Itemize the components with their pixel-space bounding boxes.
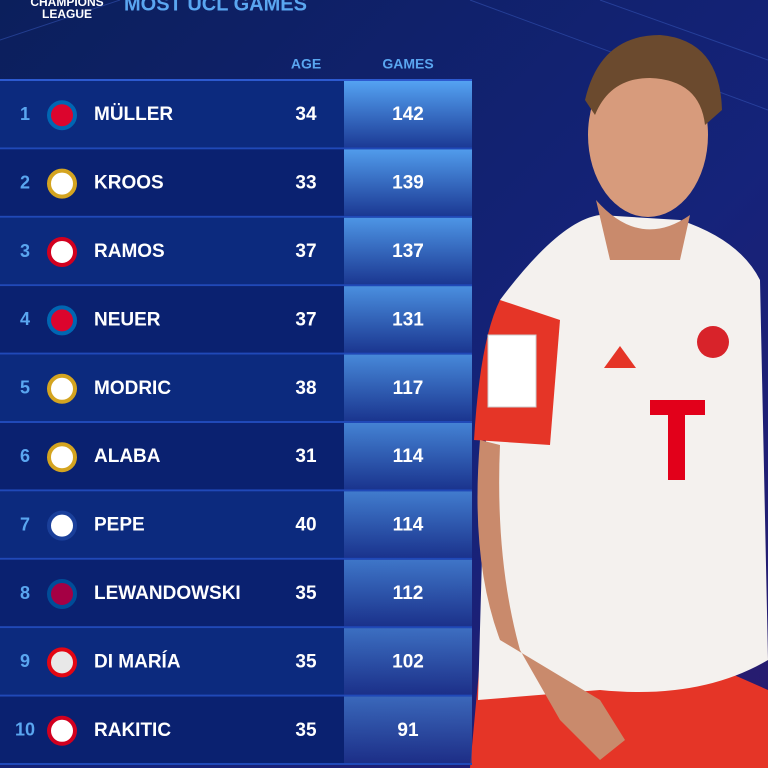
rank: 1 [20, 104, 30, 124]
rank: 7 [20, 514, 30, 534]
games: 91 [397, 720, 419, 741]
player-photo [470, 35, 768, 768]
row-divider [0, 147, 472, 150]
games: 117 [393, 378, 424, 399]
player-name: PEPE [94, 515, 145, 536]
head [588, 53, 708, 217]
player-name: RAMOS [94, 241, 165, 262]
games-cell [344, 559, 472, 627]
club-crest [47, 647, 77, 678]
club-crest [47, 305, 77, 336]
rank: 10 [15, 720, 35, 740]
title: MOST UCL GAMES [124, 0, 307, 15]
row-divider [0, 284, 472, 287]
column-header: GAMES [382, 56, 433, 72]
rank: 3 [20, 241, 30, 261]
games-cell [344, 354, 472, 421]
club-crest [47, 442, 77, 473]
header-rule [0, 79, 472, 81]
player-name: DI MARÍA [94, 650, 181, 672]
club-crest [47, 510, 77, 541]
rank: 8 [20, 583, 30, 603]
club-crest [47, 579, 77, 609]
club-crest [47, 100, 77, 131]
games-cell [344, 696, 472, 763]
table-body: 1 MÜLLER 34 142 2 KROOS 33 139 3 RAMOS 37 137 4 NEUER… [0, 81, 472, 765]
rank: 9 [20, 651, 30, 671]
rank: 5 [20, 378, 30, 398]
age: 35 [295, 651, 317, 672]
row-divider [0, 215, 472, 218]
row-divider [0, 489, 472, 492]
logo-line: LEAGUE [42, 7, 92, 21]
logo-line: CHAMPIONS [30, 0, 103, 9]
player-name: NEUER [94, 309, 161, 330]
games: 139 [392, 173, 424, 194]
age: 33 [295, 173, 316, 194]
age: 35 [295, 720, 317, 741]
games: 114 [393, 515, 424, 536]
row-divider [0, 694, 472, 697]
club-crest [47, 237, 77, 267]
club-crest [47, 715, 77, 746]
rank: 6 [20, 446, 30, 466]
age: 35 [295, 583, 317, 604]
games-cell [344, 81, 472, 148]
arm [477, 440, 625, 760]
rank: 2 [20, 172, 30, 192]
rank: 4 [20, 309, 30, 329]
games-cell [344, 491, 472, 558]
player-name: ALABA [94, 446, 161, 467]
age: 34 [295, 104, 317, 125]
games: 137 [392, 241, 424, 262]
row-divider [0, 352, 472, 355]
games-cell [344, 286, 472, 353]
player-name: RAKITIC [94, 720, 171, 741]
age: 31 [295, 446, 317, 467]
games: 112 [393, 583, 424, 604]
hair [585, 35, 722, 125]
games-cell [344, 217, 472, 285]
row-divider [0, 421, 472, 423]
brand-logo [604, 346, 636, 368]
column-header: AGE [291, 56, 321, 72]
row-divider [0, 626, 472, 629]
row-divider [0, 763, 472, 765]
games-cell [344, 149, 472, 216]
games: 131 [392, 309, 424, 330]
league-badge [487, 334, 537, 408]
games: 114 [393, 446, 424, 467]
player-name: KROOS [94, 173, 164, 194]
row-divider [0, 557, 472, 560]
games-cell [344, 628, 472, 695]
age: 40 [295, 515, 316, 536]
player-name: MODRIC [94, 378, 171, 399]
club-crest [47, 168, 77, 199]
age: 37 [295, 309, 316, 330]
club-crest [47, 373, 77, 404]
games: 142 [392, 104, 424, 125]
games-cell [344, 423, 472, 490]
player-name: MÜLLER [94, 104, 173, 125]
player-name: LEWANDOWSKI [94, 583, 241, 604]
games: 102 [392, 651, 424, 672]
club-badge [697, 326, 729, 358]
age: 38 [295, 378, 316, 399]
age: 37 [295, 241, 316, 262]
shirt [478, 215, 768, 700]
sponsor-logo [650, 400, 705, 480]
neck [596, 200, 690, 260]
